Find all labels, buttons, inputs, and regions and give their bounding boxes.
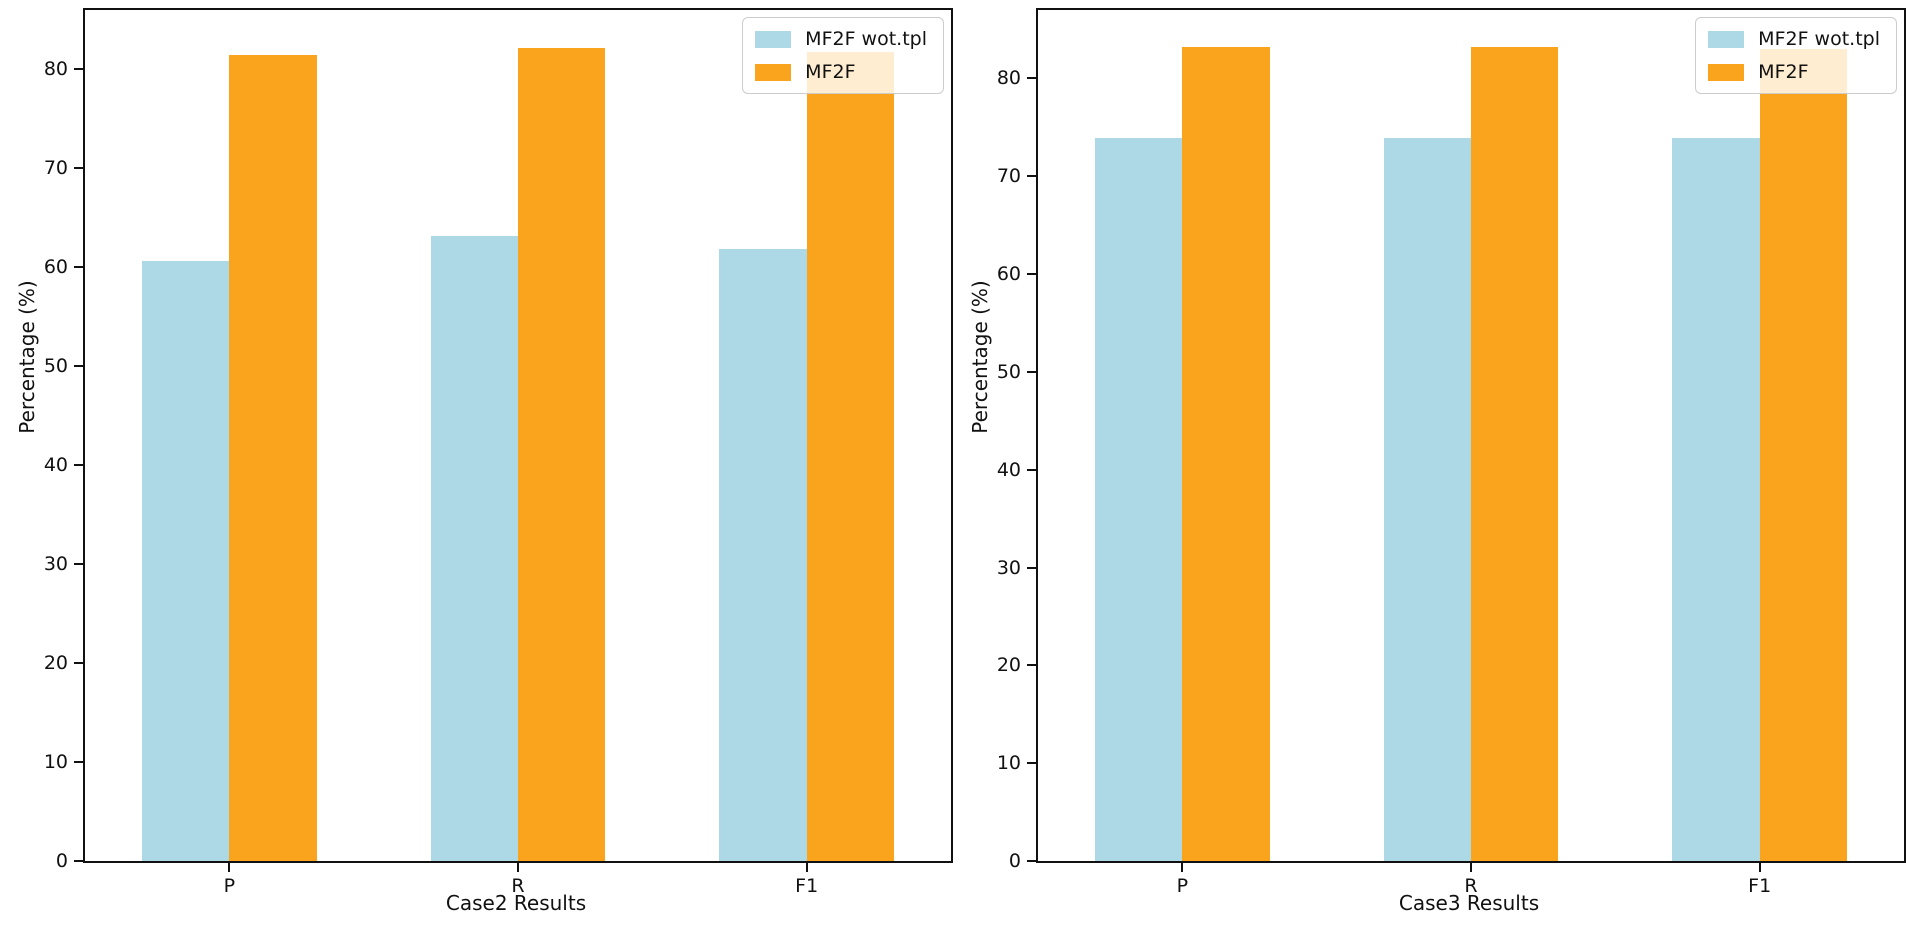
legend-label-mf2f: MF2F xyxy=(1758,61,1809,83)
y-tick-mark-30 xyxy=(1027,566,1036,569)
y-tick-mark-50 xyxy=(74,365,83,368)
bar-mf2f-wot-tpl-r xyxy=(430,235,518,861)
y-axis-label-case2: Percentage (%) xyxy=(15,280,39,434)
x-tick-mark-P xyxy=(1181,863,1184,872)
subplot-case3: Percentage (%) MF2F wot.tpl MF2F 0 10 20 30… xyxy=(953,0,1906,926)
y-tick-mark-0 xyxy=(1027,860,1036,862)
y-tick-mark-30 xyxy=(74,563,83,566)
y-tick-label-60: 60 xyxy=(996,263,1021,286)
legend-label-mf2f-wot-tpl: MF2F wot.tpl xyxy=(805,28,927,50)
y-tick-mark-70 xyxy=(74,167,83,170)
y-tick-label-20: 20 xyxy=(43,652,68,675)
y-tick-mark-0 xyxy=(74,860,83,862)
y-tick-label-40: 40 xyxy=(996,458,1021,481)
y-tick-mark-40 xyxy=(1027,468,1036,471)
legend-label-mf2f: MF2F xyxy=(805,61,856,83)
legend-item-mf2f: MF2F xyxy=(1708,61,1880,83)
y-tick-label-10: 10 xyxy=(996,752,1021,775)
legend-swatch-blue xyxy=(755,30,792,48)
bar-mf2f-f1 xyxy=(1759,49,1848,861)
legend-item-mf2f: MF2F xyxy=(755,61,927,83)
y-tick-label-70: 70 xyxy=(43,157,68,180)
legend-case3: MF2F wot.tpl MF2F xyxy=(1695,17,1897,94)
legend-swatch-blue xyxy=(1708,30,1745,48)
bar-mf2f-wot-tpl-f1 xyxy=(1672,138,1760,861)
bar-mf2f-wot-tpl-r xyxy=(1383,138,1471,861)
y-tick-label-0: 0 xyxy=(1008,850,1021,872)
x-axis-label-case2: Case2 Results xyxy=(445,891,587,915)
bar-mf2f-wot-tpl-p xyxy=(1094,138,1183,861)
legend-label-mf2f-wot-tpl: MF2F wot.tpl xyxy=(1758,28,1880,50)
y-tick-mark-40 xyxy=(74,464,83,467)
x-tick-mark-F1 xyxy=(805,863,808,872)
x-tick-label-P: P xyxy=(1176,875,1189,897)
bar-mf2f-wot-tpl-p xyxy=(141,261,230,861)
y-tick-label-70: 70 xyxy=(996,165,1021,188)
bar-mf2f-r xyxy=(1471,47,1559,861)
y-tick-label-40: 40 xyxy=(43,454,68,477)
y-tick-label-30: 30 xyxy=(43,553,68,576)
bar-mf2f-f1 xyxy=(806,51,895,861)
x-tick-mark-F1 xyxy=(1758,863,1761,872)
legend-item-mf2f-wot-tpl: MF2F wot.tpl xyxy=(1708,28,1880,50)
x-tick-mark-R xyxy=(517,863,519,872)
x-tick-label-P: P xyxy=(223,875,236,897)
legend-case2: MF2F wot.tpl MF2F xyxy=(742,17,944,94)
x-tick-label-R: R xyxy=(511,875,525,897)
y-tick-label-60: 60 xyxy=(43,256,68,279)
legend-swatch-orange xyxy=(755,63,792,81)
axes-case3: MF2F wot.tpl MF2F 0 10 20 30 40 50 60 70 80 P R F1 xyxy=(997,8,1906,897)
subplot-case2: Percentage (%) MF2F wot.tpl MF2F 0 10 20 30… xyxy=(15,8,953,915)
x-tick-label-F1: F1 xyxy=(1748,875,1772,897)
x-tick-label-F1: F1 xyxy=(795,875,819,897)
y-tick-label-50: 50 xyxy=(43,355,68,378)
y-tick-mark-60 xyxy=(1027,273,1036,276)
x-tick-mark-R xyxy=(1470,863,1472,872)
bar-mf2f-p xyxy=(1182,47,1270,861)
y-tick-mark-10 xyxy=(1027,762,1036,765)
y-tick-mark-70 xyxy=(1027,175,1036,178)
y-tick-label-80: 80 xyxy=(43,58,68,81)
y-tick-label-20: 20 xyxy=(996,654,1021,677)
y-tick-label-80: 80 xyxy=(996,67,1021,90)
x-tick-mark-P xyxy=(228,863,231,872)
axes-case2: MF2F wot.tpl MF2F 0 10 20 30 40 50 60 70 80 P R F1 xyxy=(44,8,953,897)
bar-mf2f-r xyxy=(518,47,606,861)
y-tick-label-30: 30 xyxy=(996,556,1021,579)
x-axis-label-case3: Case3 Results xyxy=(1398,891,1540,915)
bar-mf2f-wot-tpl-f1 xyxy=(719,249,807,861)
y-tick-mark-50 xyxy=(1027,370,1036,373)
y-tick-mark-80 xyxy=(74,68,83,71)
y-tick-mark-20 xyxy=(74,662,83,665)
y-tick-mark-20 xyxy=(1027,664,1036,667)
y-tick-label-10: 10 xyxy=(43,751,68,774)
y-tick-mark-60 xyxy=(74,266,83,269)
y-tick-mark-10 xyxy=(74,761,83,764)
y-tick-label-50: 50 xyxy=(996,360,1021,383)
legend-swatch-orange xyxy=(1708,63,1745,81)
bar-mf2f-p xyxy=(229,54,317,861)
y-tick-label-0: 0 xyxy=(55,850,68,872)
legend-item-mf2f-wot-tpl: MF2F wot.tpl xyxy=(755,28,927,50)
y-axis-label-case3: Percentage (%) xyxy=(968,280,992,434)
x-tick-label-R: R xyxy=(1464,875,1478,897)
y-tick-mark-80 xyxy=(1027,77,1036,80)
